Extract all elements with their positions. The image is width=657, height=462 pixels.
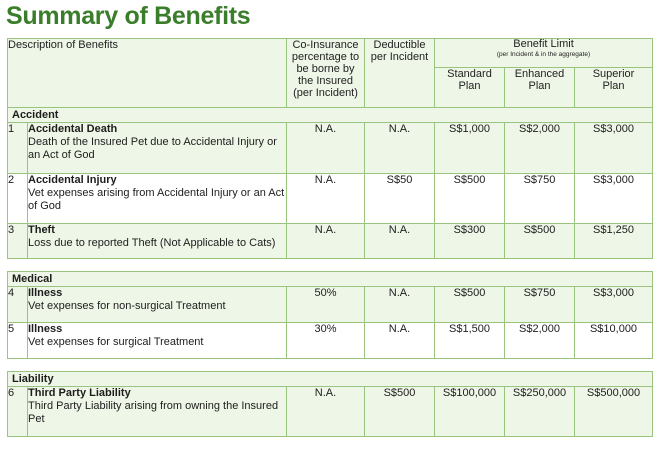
table-row: 1 Accidental Death Death of the Insured P… [7,122,654,174]
table-row: 2 Accidental Injury Vet expenses arising … [7,173,654,224]
benefit-name: Illness [28,287,63,299]
benefit-limit-subheader: (per Incident & in the aggregate) [496,51,591,58]
deductible-header: Deductible per Incident [364,38,435,108]
benefit-name: Theft [28,224,55,236]
superior-plan-header: Superior Plan [573,67,654,108]
coinsurance-header: Co-Insurance percentage to be borne by t… [286,38,365,108]
section-medical: Medical [6,271,654,287]
page-title: Summary of Benefits [6,2,251,30]
benefit-name: Illness [28,323,63,335]
benefit-name: Accidental Injury [28,174,117,186]
benefit-description: Vet expenses for surgical Treatment [28,336,204,348]
benefit-limit-header: Benefit Limit (per Incident & in the agg… [433,38,654,68]
benefits-table: Description of Benefits Co-Insurance per… [6,38,654,437]
benefit-description: Death of the Insured Pet due to Accident… [28,136,277,161]
table-row: 3 Theft Loss due to reported Theft (Not A… [7,223,654,259]
section-liability: Liability [6,371,654,387]
standard-plan-header: Standard Plan [434,67,505,108]
benefit-name: Third Party Liability [28,387,131,399]
benefit-description: Third Party Liability arising from ownin… [28,400,279,425]
section-accident: Accident [6,107,654,123]
table-row: 5 Illness Vet expenses for surgical Treat… [7,322,654,359]
description-header: Description of Benefits [7,38,287,108]
benefit-description: Loss due to reported Theft (Not Applicab… [28,237,276,249]
table-row: 4 Illness Vet expenses for non-surgical T… [7,286,654,323]
benefit-name: Accidental Death [28,123,118,135]
benefit-description: Vet expenses for non-surgical Treatment [28,300,226,312]
enhanced-plan-header: Enhanced Plan [504,67,575,108]
benefit-description: Vet expenses arising from Accidental Inj… [28,187,285,212]
table-row: 6 Third Party Liability Third Party Liabi… [7,386,654,437]
